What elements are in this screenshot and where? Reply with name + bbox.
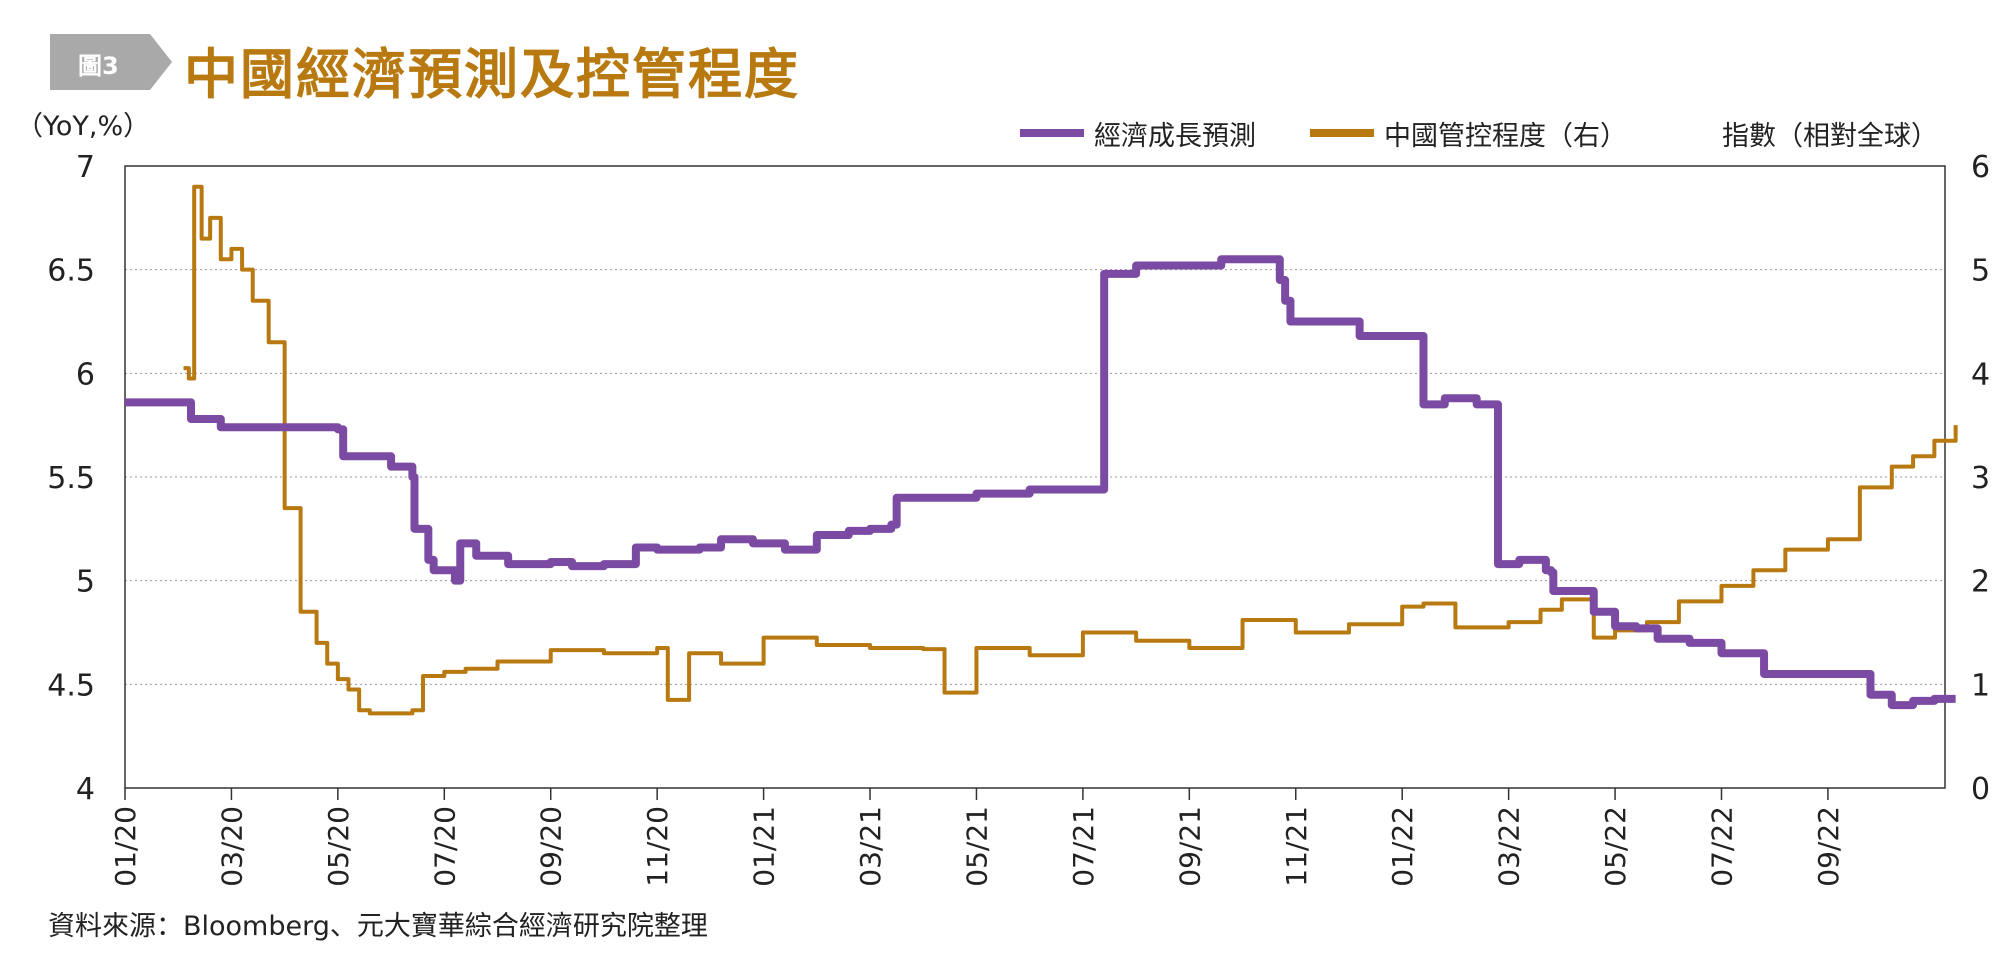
legend-item-econ: 經濟成長預測 (1020, 116, 1256, 152)
x-axis-tick-label: 09/20 (535, 806, 568, 887)
chart-title: 中國經濟預測及控管程度 (184, 42, 800, 106)
figure-number: 圖3 (78, 52, 119, 80)
legend-swatch-china (1310, 129, 1374, 137)
left-axis-tick-label: 7 (76, 150, 95, 185)
legend-item-china: 中國管控程度（右） (1310, 116, 1627, 152)
left-axis-tick-label: 6.5 (47, 254, 95, 289)
x-axis-tick-label: 09/22 (1812, 806, 1845, 887)
right-axis-tick-label: 4 (1971, 357, 1990, 392)
x-axis-tick-label: 09/21 (1173, 806, 1206, 887)
x-axis-tick-label: 07/21 (1067, 806, 1100, 887)
legend-label-econ: 經濟成長預測 (1094, 120, 1256, 152)
left-axis-tick-label: 5 (76, 565, 95, 600)
x-axis-tick-label: 05/22 (1599, 806, 1632, 887)
left-axis-tick-label: 4 (76, 772, 95, 807)
left-axis-tick-label: 6 (76, 357, 95, 392)
right-axis-tick-label: 5 (1971, 254, 1990, 289)
x-axis-tick-label: 07/22 (1705, 806, 1738, 887)
x-axis-tick-label: 11/21 (1280, 806, 1313, 887)
series-line-china-control (183, 184, 1958, 716)
right-axis-unit-label: 指數（相對全球） (1722, 121, 1938, 152)
right-axis-tick-label: 0 (1971, 772, 1990, 807)
right-axis-tick-label: 1 (1971, 668, 1990, 703)
series-line-econ-forecast (125, 255, 1956, 710)
right-axis-tick-label: 6 (1971, 150, 1990, 185)
x-axis-tick-label: 01/21 (748, 806, 781, 887)
legend-label-china: 中國管控程度（右） (1384, 120, 1627, 152)
right-axis-tick-label: 3 (1971, 461, 1990, 496)
x-axis-tick-label: 07/20 (428, 806, 461, 887)
x-axis-tick-label: 05/21 (960, 806, 993, 887)
figure-badge (50, 34, 172, 90)
left-axis-tick-label: 4.5 (47, 668, 95, 703)
right-axis-tick-label: 2 (1971, 565, 1990, 600)
source-note: 資料來源：Bloomberg、元大寶華綜合經濟研究院整理 (48, 911, 708, 942)
left-axis-tick-label: 5.5 (47, 461, 95, 496)
legend-swatch-econ (1020, 129, 1084, 137)
x-axis-tick-label: 03/20 (215, 806, 248, 887)
left-axis-unit-label: （YoY,%） (16, 111, 151, 142)
x-axis-tick-label: 01/22 (1386, 806, 1419, 887)
x-axis-tick-label: 01/20 (109, 806, 142, 887)
x-axis-tick-label: 11/20 (641, 806, 674, 887)
x-axis-tick-label: 05/20 (322, 806, 355, 887)
x-axis-tick-label: 03/21 (854, 806, 887, 887)
plot-area (124, 165, 1946, 789)
x-axis-tick-label: 03/22 (1493, 806, 1526, 887)
